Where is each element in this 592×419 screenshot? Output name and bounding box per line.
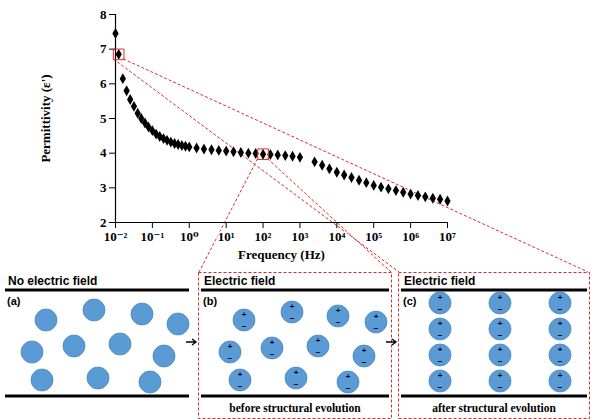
svg-text:2: 2 (100, 215, 107, 230)
svg-text:−: − (346, 384, 351, 393)
svg-text:−: − (438, 383, 443, 392)
svg-text:−: − (228, 354, 233, 363)
svg-text:+: + (498, 319, 503, 328)
svg-text:+: + (438, 345, 443, 354)
svg-text:+: + (498, 293, 503, 302)
svg-text:+: + (498, 345, 503, 354)
svg-text:10⁻¹: 10⁻¹ (141, 229, 165, 244)
svg-text:−: − (238, 382, 243, 391)
svg-text:10⁷: 10⁷ (439, 229, 456, 244)
svg-text:4: 4 (100, 145, 107, 160)
svg-text:−: − (438, 357, 443, 366)
svg-text:+: + (270, 338, 275, 347)
svg-text:10⁵: 10⁵ (365, 229, 382, 244)
svg-text:+: + (290, 302, 295, 311)
svg-text:10⁴: 10⁴ (328, 229, 345, 244)
svg-text:+: + (316, 336, 321, 345)
svg-text:−: − (498, 357, 503, 366)
svg-text:−: − (558, 331, 563, 340)
svg-text:+: + (374, 312, 379, 321)
svg-text:−: − (558, 305, 563, 314)
svg-text:−: − (498, 331, 503, 340)
svg-text:+: + (238, 370, 243, 379)
svg-text:−: − (438, 305, 443, 314)
svg-text:(b): (b) (203, 295, 217, 307)
svg-text:10⁰: 10⁰ (180, 229, 199, 244)
svg-text:+: + (228, 342, 233, 351)
svg-text:+: + (558, 345, 563, 354)
svg-text:+: + (362, 346, 367, 355)
svg-text:+: + (498, 371, 503, 380)
svg-text:−: − (558, 383, 563, 392)
svg-text:+: + (558, 293, 563, 302)
svg-text:−: − (558, 357, 563, 366)
svg-text:Electric field: Electric field (404, 274, 475, 288)
svg-text:10¹: 10¹ (218, 229, 235, 244)
svg-text:10⁻²: 10⁻² (104, 229, 128, 244)
svg-text:+: + (336, 306, 341, 315)
svg-text:10⁶: 10⁶ (402, 229, 419, 244)
svg-text:10³: 10³ (291, 229, 308, 244)
svg-text:7: 7 (100, 41, 107, 56)
svg-text:−: − (438, 331, 443, 340)
svg-text:−: − (290, 314, 295, 323)
svg-text:6: 6 (100, 76, 107, 91)
svg-text:10²: 10² (255, 229, 272, 244)
svg-text:+: + (242, 310, 247, 319)
svg-text:−: − (374, 324, 379, 333)
svg-text:after structural evolution: after structural evolution (432, 402, 556, 414)
svg-text:(c): (c) (403, 295, 417, 307)
svg-text:(a): (a) (7, 295, 21, 307)
svg-text:3: 3 (100, 180, 107, 195)
svg-text:5: 5 (100, 111, 107, 126)
svg-text:+: + (438, 293, 443, 302)
svg-text:+: + (438, 319, 443, 328)
svg-text:−: − (498, 383, 503, 392)
svg-text:−: − (294, 380, 299, 389)
svg-text:Electric field: Electric field (204, 274, 275, 288)
svg-text:−: − (242, 322, 247, 331)
svg-text:before structural evolution: before structural evolution (229, 402, 361, 414)
svg-text:+: + (346, 372, 351, 381)
svg-text:−: − (336, 318, 341, 327)
svg-text:+: + (558, 319, 563, 328)
svg-text:−: − (362, 358, 367, 367)
svg-text:−: − (498, 305, 503, 314)
svg-text:+: + (294, 368, 299, 377)
svg-text:Frequency (Hz): Frequency (Hz) (238, 247, 325, 262)
svg-text:+: + (438, 371, 443, 380)
svg-text:−: − (270, 350, 275, 359)
svg-text:Permittivity (ε'): Permittivity (ε') (38, 74, 53, 162)
svg-text:8: 8 (100, 7, 107, 22)
svg-text:+: + (558, 371, 563, 380)
svg-text:−: − (316, 348, 321, 357)
svg-text:No electric field: No electric field (8, 274, 97, 288)
